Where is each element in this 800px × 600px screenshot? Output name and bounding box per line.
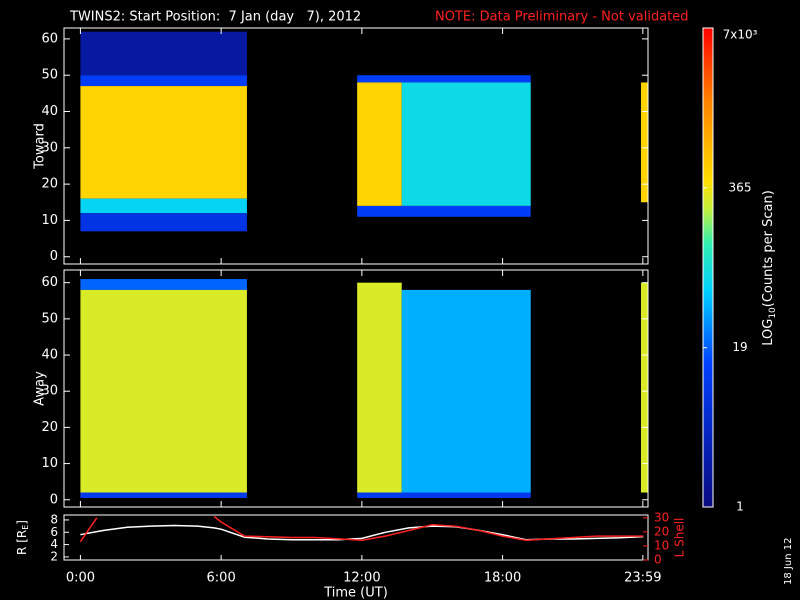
- heatmap-cell: [80, 492, 247, 498]
- y-tick-label: 20: [41, 177, 58, 192]
- heatmap-cell: [357, 205, 531, 217]
- y-tick-label: 10: [41, 213, 58, 228]
- colorbar-label-part: LOG: [761, 319, 776, 346]
- y-tick-label: 2: [50, 549, 58, 563]
- y-axis-label: R [RE]: [15, 520, 30, 555]
- heatmap-cell: [80, 289, 247, 493]
- heatmap-cell: [80, 213, 247, 232]
- y-tick-label: 30: [41, 140, 58, 155]
- y-axis-label: Away: [33, 371, 48, 406]
- panel-frame: [63, 269, 649, 508]
- colorbar-tick-label: 365: [729, 180, 752, 194]
- x-axis-label: Time (UT): [323, 586, 388, 600]
- y-tick-label: 60: [41, 31, 58, 46]
- heatmap-cell: [640, 282, 648, 493]
- heatmap-cell: [640, 82, 648, 203]
- heatmap-cell: [401, 82, 531, 206]
- note: NOTE: Data Preliminary - Not validated: [435, 10, 689, 25]
- heatmap-cell: [357, 75, 531, 83]
- y2-tick-label: 20: [654, 524, 669, 538]
- colorbar-tick-label: 19: [732, 340, 747, 354]
- y-tick-label: 4: [50, 537, 58, 551]
- x-tick-label: 18:00: [484, 571, 521, 586]
- y-tick-label: 30: [41, 384, 58, 399]
- colorbar: [702, 27, 714, 508]
- y-tick-label: 60: [41, 275, 58, 290]
- y2-tick-label: 30: [654, 510, 669, 524]
- y2-axis-label: L Shell: [673, 518, 687, 558]
- colorbar-label: LOG10(Counts per Scan): [761, 190, 778, 346]
- y2-tick-label: 10: [654, 538, 669, 552]
- y-tick-label: 40: [41, 104, 58, 119]
- y-axis-label-part: E: [21, 525, 30, 530]
- x-tick-label: 6:00: [207, 571, 236, 586]
- line-series: [79, 515, 644, 543]
- colorbar-tick-label: 1: [736, 500, 744, 514]
- heatmap-cell: [80, 198, 247, 214]
- heatmap-cell: [357, 282, 402, 493]
- y2-tick-label: 0: [654, 553, 662, 567]
- y-tick-label: 0: [50, 249, 58, 264]
- heatmap-cell: [357, 492, 531, 498]
- heatmap-cell: [80, 75, 247, 87]
- title: TWINS2: Start Position: 7 Jan (day 7), 2…: [69, 10, 361, 25]
- x-tick-label: 0:00: [66, 571, 95, 586]
- colorbar-label-part: 10: [768, 307, 778, 319]
- date: 18 Jun 12: [783, 538, 794, 585]
- x-tick-label: 12:00: [343, 571, 380, 586]
- y-tick-label: 0: [50, 492, 58, 507]
- heatmap-cell: [357, 82, 402, 206]
- y-tick-label: 40: [41, 348, 58, 363]
- colorbar-tick-label: 7x10³: [723, 28, 758, 42]
- y-axis-label-part: ]: [15, 520, 29, 525]
- heatmap-cell: [80, 86, 247, 199]
- y-tick-label: 50: [41, 311, 58, 326]
- y-axis-label: Toward: [33, 123, 48, 170]
- heatmap-cell: [401, 289, 531, 493]
- x-tick-label: 23:59: [624, 571, 661, 586]
- y-tick-label: 20: [41, 420, 58, 435]
- panel-frame: [63, 27, 649, 265]
- y-axis-label-part: R [R: [15, 530, 29, 555]
- colorbar-label-part: (Counts per Scan): [761, 190, 776, 307]
- heatmap-cell: [80, 279, 247, 290]
- y-tick-label: 8: [50, 512, 58, 526]
- heatmap-cell: [80, 31, 247, 76]
- y-tick-label: 10: [41, 456, 58, 471]
- y-tick-label: 6: [50, 525, 58, 539]
- panel-frame: [63, 514, 649, 561]
- y-tick-label: 50: [41, 68, 58, 83]
